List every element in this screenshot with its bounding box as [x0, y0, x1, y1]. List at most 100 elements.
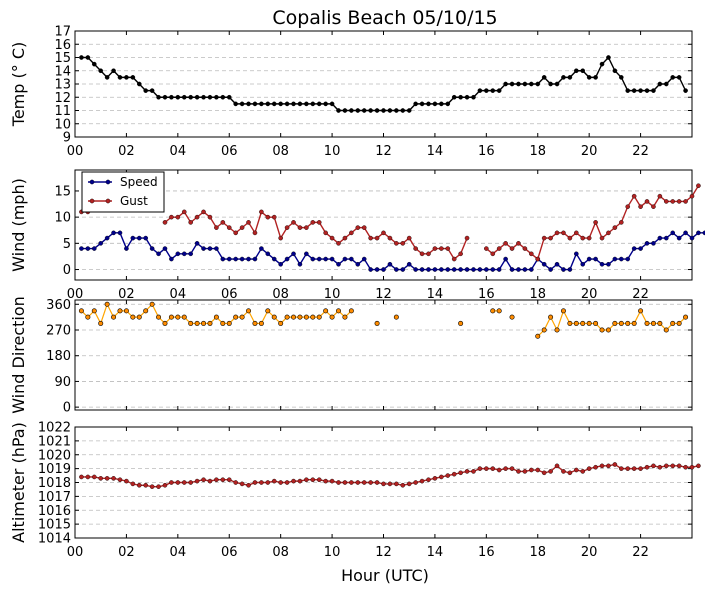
series-point — [599, 235, 605, 241]
series-point — [349, 256, 354, 262]
series-point — [368, 267, 373, 272]
direction-point — [258, 320, 264, 326]
series-point — [503, 81, 508, 87]
y-tick-label: 10 — [54, 117, 71, 132]
series-point — [349, 230, 354, 236]
x-tick-label: 08 — [272, 545, 289, 560]
series-point — [657, 464, 663, 470]
panel-2: 0 5 10 15 00 02 04 06 08 10 12 14 16 18 20 22 Wind (mph)… — [9, 169, 705, 302]
series-point — [169, 214, 174, 220]
series-point — [361, 256, 367, 262]
series-point — [676, 235, 682, 241]
series-point — [259, 480, 264, 485]
series-point — [284, 225, 290, 230]
series-point — [516, 81, 521, 87]
direction-point — [181, 314, 187, 320]
legend: Speed Gust — [81, 171, 165, 213]
series-point — [188, 251, 193, 257]
y-tick-label: 1017 — [38, 490, 71, 505]
series-point — [207, 478, 213, 484]
series-point — [522, 469, 528, 474]
series-point — [670, 199, 676, 204]
series-point — [619, 466, 624, 471]
series-point — [265, 251, 271, 257]
series-point — [329, 101, 335, 107]
series-point — [593, 220, 598, 225]
series-point — [509, 267, 515, 272]
series-point — [439, 474, 444, 480]
series-point — [477, 88, 483, 93]
series-point — [496, 467, 502, 473]
series-point — [451, 94, 457, 100]
series-point — [484, 88, 489, 93]
series-point — [458, 470, 463, 476]
series-point — [683, 230, 688, 236]
series-point — [593, 256, 598, 262]
y-tick-label: 11 — [54, 104, 71, 119]
direction-point — [188, 320, 194, 326]
x-axis-label: Hour (UTC) — [341, 566, 429, 585]
series-point — [304, 477, 309, 483]
direction-point — [458, 320, 464, 326]
y-axis-label: Temp (° C) — [9, 42, 28, 127]
series-point — [676, 75, 682, 80]
series-point — [651, 463, 656, 469]
series-point — [689, 193, 695, 199]
series-point — [432, 267, 438, 272]
series-point — [336, 261, 341, 267]
series-point — [509, 466, 515, 471]
series-point — [233, 256, 238, 262]
y-tick-label: 13 — [54, 78, 71, 93]
series-point — [79, 474, 84, 480]
series-point — [175, 94, 181, 100]
series-point — [304, 101, 309, 107]
y-tick-label: 17 — [54, 25, 71, 40]
series-point — [130, 75, 136, 80]
series-point — [651, 204, 656, 209]
series-point — [631, 246, 637, 251]
direction-point — [98, 320, 104, 326]
series-point — [316, 256, 322, 262]
series-point — [400, 241, 406, 246]
axes-frame — [74, 299, 693, 411]
series-point — [207, 214, 213, 220]
series-point — [516, 267, 521, 272]
y-axis-label: Wind Direction — [9, 296, 28, 414]
series-point — [419, 267, 425, 272]
direction-point — [162, 320, 168, 326]
series-point — [503, 466, 508, 471]
series-point — [548, 81, 553, 87]
series-point — [310, 220, 316, 225]
series-point — [310, 256, 316, 262]
series-point — [239, 225, 245, 230]
series-point — [535, 81, 541, 87]
series-point — [516, 469, 521, 474]
direction-point — [599, 327, 605, 333]
series-point — [214, 246, 219, 251]
series-point — [471, 267, 476, 272]
legend-swatch-marker — [105, 198, 111, 204]
series-point — [503, 256, 508, 262]
series-point — [207, 94, 213, 100]
x-tick-label: 10 — [324, 545, 341, 560]
series-point — [188, 480, 193, 485]
series-point — [625, 88, 631, 93]
direction-point — [644, 320, 650, 326]
series-point — [201, 209, 206, 215]
series-point — [117, 477, 123, 483]
series-point — [586, 466, 592, 471]
series-point — [670, 463, 676, 469]
series-point — [657, 81, 663, 87]
direction-point — [123, 308, 129, 314]
series-point — [342, 235, 348, 241]
series-point — [644, 88, 650, 93]
series-point — [374, 480, 380, 485]
series-point — [451, 471, 457, 477]
series-point — [233, 101, 238, 107]
series-point — [445, 267, 451, 272]
series-point — [574, 467, 579, 473]
series-point — [663, 235, 669, 241]
direction-point — [676, 320, 682, 326]
